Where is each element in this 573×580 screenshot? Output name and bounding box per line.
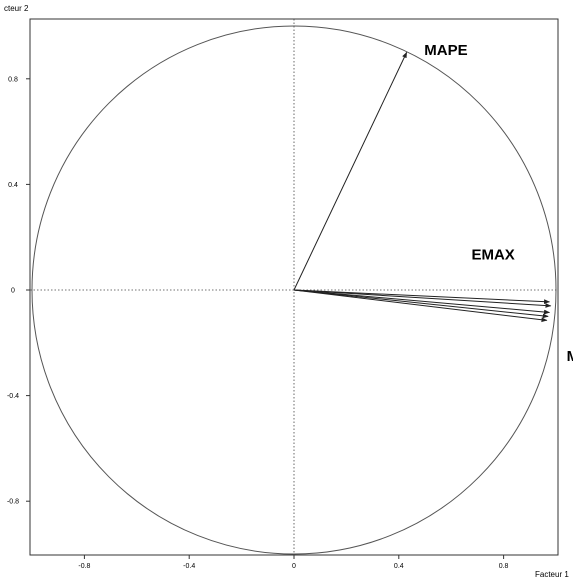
x-axis-title: Facteur 1	[535, 570, 569, 579]
variable-arrow	[293, 289, 551, 315]
variable-arrow	[293, 289, 552, 308]
variable-arrow	[293, 289, 549, 319]
x-tick-label: -0.8	[78, 563, 90, 570]
variable-arrow	[293, 51, 408, 291]
variable-label: MA	[567, 348, 573, 365]
y-tick-label: -0.8	[7, 499, 19, 506]
variable-arrow	[293, 289, 551, 305]
y-tick-label: 0.8	[8, 76, 18, 83]
y-tick-label: -0.4	[7, 393, 19, 400]
variable-label: MAPE	[424, 42, 467, 59]
y-tick-label: 0.4	[8, 182, 18, 189]
x-tick-label: 0.8	[499, 563, 509, 570]
x-tick-label: 0	[292, 563, 296, 570]
variable-arrow	[293, 289, 548, 323]
variable-label: EMAX	[471, 246, 514, 263]
y-tick-label: 0	[11, 288, 15, 295]
chart-marks: -0.8-0.400.40.8-0.8-0.400.40.8MAPEEMAXRM…	[7, 19, 573, 570]
y-axis-title: cteur 2	[4, 4, 29, 13]
x-tick-label: 0.4	[394, 563, 404, 570]
x-tick-label: -0.4	[183, 563, 195, 570]
